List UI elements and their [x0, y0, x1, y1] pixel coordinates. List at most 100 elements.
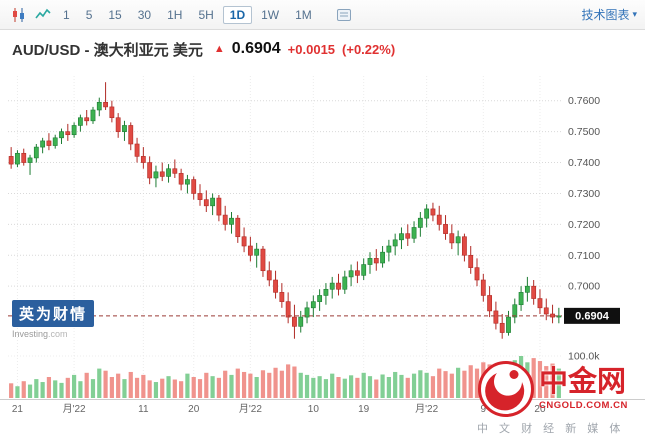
x-axis-label: 20 [534, 404, 546, 415]
volume-bar [550, 363, 555, 398]
timeframe-1d[interactable]: 1D [222, 5, 253, 24]
x-axis-label: 21 [12, 404, 24, 415]
timeframe-30[interactable]: 30 [137, 7, 152, 22]
candle-body [15, 152, 20, 165]
price-tick-label: 0.7000 [568, 281, 600, 293]
volume-bar [128, 371, 133, 398]
volume-bar [556, 368, 561, 398]
volume-bar [380, 374, 385, 398]
x-axis-label: 20 [188, 404, 200, 415]
candle-body [77, 117, 83, 126]
candle-body [399, 233, 404, 241]
volume-bar [141, 374, 146, 398]
candle-body [203, 199, 209, 207]
timeframe-5h[interactable]: 5H [198, 7, 214, 22]
candle-body [166, 168, 171, 177]
timeframe-5[interactable]: 5 [85, 7, 93, 22]
volume-bar [197, 379, 203, 398]
candle-body [115, 117, 121, 132]
x-axis-label: 19 [358, 404, 370, 415]
volume-bar [386, 377, 391, 398]
price-tick-label: 0.7500 [568, 126, 600, 138]
cngold-logo: 中金网 CNGOLD.COM.CN 中 文 财 经 新 媒 体 [477, 360, 645, 436]
cngold-domain: CNGOLD.COM.CN [539, 399, 628, 411]
candle-body [216, 197, 222, 216]
volume-bar [355, 377, 360, 398]
candle-body [436, 214, 442, 225]
price-change: +0.0015 [287, 41, 336, 57]
candle-body [537, 298, 543, 309]
candle-body [430, 208, 436, 216]
volume-bar [34, 379, 39, 398]
candle-body [84, 117, 90, 122]
last-price-label-bg [564, 307, 620, 324]
candle-body [46, 140, 52, 146]
candle-body [468, 254, 474, 268]
candle-body [134, 143, 140, 157]
candle-body [367, 258, 373, 265]
volume-bar [229, 374, 234, 398]
volume-bar [544, 366, 549, 398]
candle-body [147, 162, 153, 179]
candle-body [443, 224, 448, 234]
candle-body [556, 315, 562, 318]
volume-bar [456, 367, 461, 398]
candle-body [8, 156, 14, 165]
candle-body [518, 292, 524, 306]
candle-body [247, 245, 253, 256]
timeframe-1m[interactable]: 1M [295, 7, 312, 22]
volume-bar [116, 373, 121, 398]
candle-body [310, 301, 316, 309]
candle-body [493, 310, 499, 324]
candle-body [52, 137, 58, 146]
chevron-down-icon: ▾ [632, 9, 637, 19]
line-chart-icon[interactable] [32, 5, 54, 25]
candle-body [474, 267, 480, 281]
price-chart[interactable]: 21 月'22 11 20 月'22 10 19 月'22 9 20 0.7600 0.7500 0.7… [0, 68, 645, 437]
timeframe-15[interactable]: 15 [108, 7, 122, 22]
line-chart-glyph [35, 8, 51, 18]
candle-body [480, 279, 486, 296]
volume-bar [185, 373, 190, 398]
price-tick-label: 0.7600 [568, 95, 600, 107]
candle-body [27, 157, 33, 163]
volume-bar [241, 371, 247, 398]
volume-bar [90, 379, 96, 398]
volume-bar [134, 377, 140, 398]
volume-bar [84, 372, 89, 398]
volume-bar [304, 374, 310, 398]
candle-body [342, 276, 348, 290]
volume-tick-label: 100.0k [568, 351, 600, 363]
candle-body [323, 288, 329, 296]
volume-bar [399, 374, 404, 398]
price-up-arrow-icon: ▲ [213, 43, 225, 55]
candle-body [109, 106, 115, 119]
candle-body [122, 125, 127, 132]
indicators-icon[interactable] [333, 5, 355, 25]
technical-chart-link[interactable]: 技术图表 ▾ [581, 6, 637, 23]
x-axis-label: 月'22 [415, 403, 438, 415]
volume-bar [260, 370, 266, 398]
volume-bar [40, 382, 45, 398]
volume-bar [367, 376, 373, 398]
price-tick-label: 0.7200 [568, 219, 600, 231]
candle-body [361, 264, 367, 276]
volume-bar [53, 380, 58, 398]
volume-bar [78, 381, 83, 398]
x-axis-label: 9 [481, 404, 487, 415]
candle-body [260, 248, 266, 272]
chart-area: 21 月'22 11 20 月'22 10 19 月'22 9 20 0.7600 0.7500 0.7… [0, 68, 645, 437]
volume-bar [462, 370, 467, 398]
candle-body [172, 168, 178, 174]
volume-bar [46, 377, 52, 398]
timeframe-1w[interactable]: 1W [261, 7, 280, 22]
volume-bar [204, 372, 209, 398]
volume-bar [9, 383, 14, 398]
candle-body [524, 285, 530, 293]
timeframe-1h[interactable]: 1H [167, 7, 183, 22]
candle-body [543, 307, 549, 315]
candle-body [499, 322, 505, 333]
timeframe-1[interactable]: 1 [63, 7, 70, 22]
candlestick-chart-icon[interactable] [8, 5, 30, 25]
volume-bar [311, 377, 316, 398]
